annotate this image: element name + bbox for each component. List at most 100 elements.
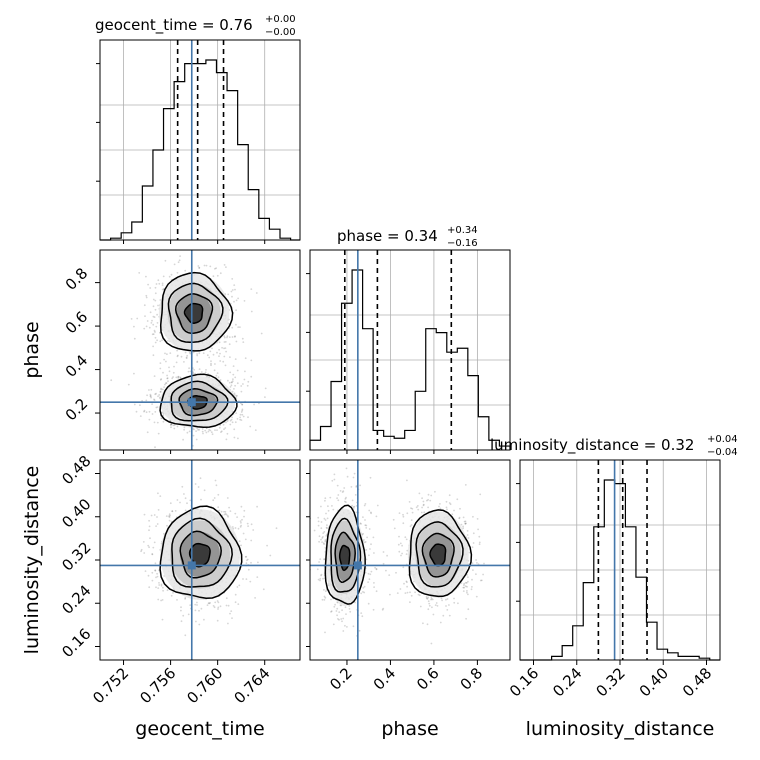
sample-point <box>186 502 188 505</box>
sample-point <box>127 383 130 386</box>
panel-frame <box>99 249 301 451</box>
sample-point <box>396 592 399 594</box>
sample-point <box>439 621 442 624</box>
sample-point <box>153 398 155 401</box>
sample-point <box>230 418 233 421</box>
sample-point <box>234 394 236 396</box>
sample-point <box>232 373 235 376</box>
sample-point <box>463 586 466 589</box>
sample-point <box>188 367 191 370</box>
sample-point <box>178 259 181 262</box>
sample-point <box>176 599 178 601</box>
sample-point <box>149 287 152 289</box>
sample-point <box>234 593 237 596</box>
sample-point <box>224 427 227 429</box>
sample-point <box>235 299 238 302</box>
sample-point <box>110 379 113 382</box>
sample-point <box>478 535 481 538</box>
sample-point <box>409 591 411 594</box>
sample-point <box>143 513 146 516</box>
sample-point <box>151 553 154 556</box>
sample-point <box>250 359 253 362</box>
sample-point <box>446 598 449 600</box>
x-tick-label-luminosity-distance: 0.32 <box>592 664 628 700</box>
sample-point <box>173 365 175 368</box>
sample-point <box>157 509 160 511</box>
sample-point <box>194 603 197 606</box>
sample-point <box>160 584 163 587</box>
sample-point <box>186 354 189 357</box>
sample-point <box>214 601 217 604</box>
sample-point <box>143 552 146 554</box>
sample-point <box>470 588 473 591</box>
sample-point <box>360 592 363 595</box>
sample-point <box>427 596 430 599</box>
sample-point <box>239 526 242 528</box>
sample-point <box>159 378 162 381</box>
sample-point <box>367 572 370 575</box>
sample-point <box>318 540 320 543</box>
sample-point <box>165 515 168 517</box>
sample-point <box>345 496 347 499</box>
sample-point <box>202 352 205 355</box>
sample-point <box>468 551 471 554</box>
sample-point <box>150 322 153 324</box>
sample-point <box>228 506 231 509</box>
sample-point <box>176 271 179 274</box>
sample-point <box>183 493 185 495</box>
sample-point <box>212 499 215 502</box>
density-level <box>430 543 446 566</box>
sample-point <box>467 593 469 596</box>
sample-point <box>430 598 432 601</box>
sample-point <box>184 597 187 599</box>
sample-point <box>448 604 450 606</box>
sample-point <box>154 308 157 311</box>
sample-point <box>464 585 467 588</box>
sample-point <box>348 608 351 610</box>
sample-point <box>236 369 239 372</box>
contour-line <box>171 517 233 588</box>
histogram-geocent-time <box>100 59 300 241</box>
sample-point <box>360 612 363 614</box>
sample-point <box>375 590 378 593</box>
sample-point <box>237 527 240 530</box>
sample-point <box>218 426 221 429</box>
sample-point <box>238 584 241 587</box>
sample-point <box>208 428 211 431</box>
title-luminosity-distance: luminosity_distance = 0.32 <box>490 436 694 455</box>
sample-point <box>239 326 241 328</box>
sample-point <box>154 299 157 302</box>
sample-point <box>201 430 204 433</box>
sample-point <box>370 512 372 515</box>
sample-point <box>226 420 229 423</box>
sample-point <box>324 540 327 542</box>
sample-point <box>148 519 151 522</box>
sample-point <box>425 597 428 600</box>
sample-point <box>147 574 150 577</box>
sample-point <box>229 423 232 426</box>
sample-point <box>431 606 433 609</box>
sample-point <box>164 383 166 386</box>
sample-point <box>458 517 461 520</box>
sample-point <box>217 506 220 509</box>
sample-point <box>147 544 150 547</box>
sample-point <box>204 371 207 374</box>
sample-point <box>323 531 326 533</box>
sample-point <box>233 436 236 439</box>
truth-marker <box>187 561 196 570</box>
sample-point <box>234 527 237 529</box>
x-tick-label-geocent-time: 0.764 <box>230 664 273 707</box>
sample-point <box>321 598 324 601</box>
sample-point <box>460 523 463 526</box>
sample-point <box>215 484 218 487</box>
sample-point <box>198 623 201 626</box>
sample-point <box>389 593 391 596</box>
sample-point <box>235 309 238 312</box>
sample-point <box>203 489 206 492</box>
contour-line <box>188 542 211 568</box>
sample-point <box>471 546 474 549</box>
sample-point <box>180 609 182 612</box>
sample-point <box>154 569 157 572</box>
sample-point <box>337 494 340 496</box>
sample-point <box>142 541 145 543</box>
